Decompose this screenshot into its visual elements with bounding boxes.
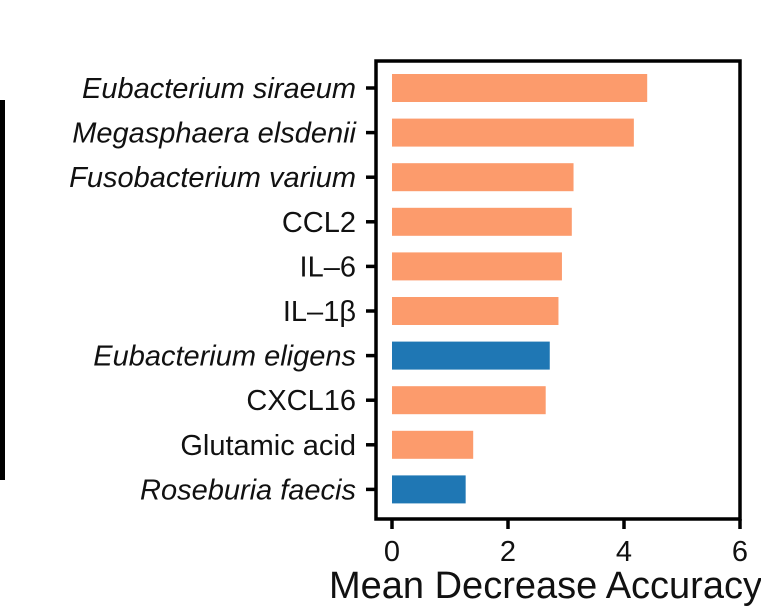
- bar-0: [392, 74, 648, 102]
- category-labels: Eubacterium siraeum Megasphaera elsdenii F…: [69, 73, 376, 506]
- category-label: Fusobacterium varium: [69, 162, 356, 194]
- left-edge-bar: [0, 100, 5, 480]
- x-axis: 0 2 4 6: [384, 519, 748, 568]
- bar-1: [392, 118, 634, 147]
- x-tick-label: 0: [384, 536, 400, 568]
- bar-8: [392, 430, 474, 459]
- x-axis-title: Mean Decrease Accuracy: [329, 565, 761, 607]
- category-label: Megasphaera elsdenii: [72, 118, 357, 150]
- bar-4: [392, 252, 562, 281]
- bars-layer: [392, 74, 648, 504]
- category-label: IL–1β: [283, 296, 356, 328]
- bar-7: [392, 386, 546, 415]
- x-tick-label: 4: [616, 536, 632, 568]
- category-label: Eubacterium siraeum: [82, 73, 356, 105]
- category-label: Roseburia faecis: [140, 474, 356, 506]
- bar-2: [392, 163, 574, 192]
- category-label: Glutamic acid: [180, 430, 356, 462]
- category-label: Eubacterium eligens: [93, 341, 356, 373]
- x-tick-label: 2: [500, 536, 516, 568]
- plot-frame: [374, 59, 742, 521]
- bar-3: [392, 207, 572, 236]
- bar-9: [392, 475, 466, 504]
- bar-5: [392, 297, 559, 325]
- category-label: CCL2: [282, 207, 356, 239]
- bar-6: [392, 341, 550, 370]
- category-label: IL–6: [300, 251, 356, 283]
- category-label: CXCL16: [246, 385, 356, 417]
- x-tick-label: 6: [732, 536, 748, 568]
